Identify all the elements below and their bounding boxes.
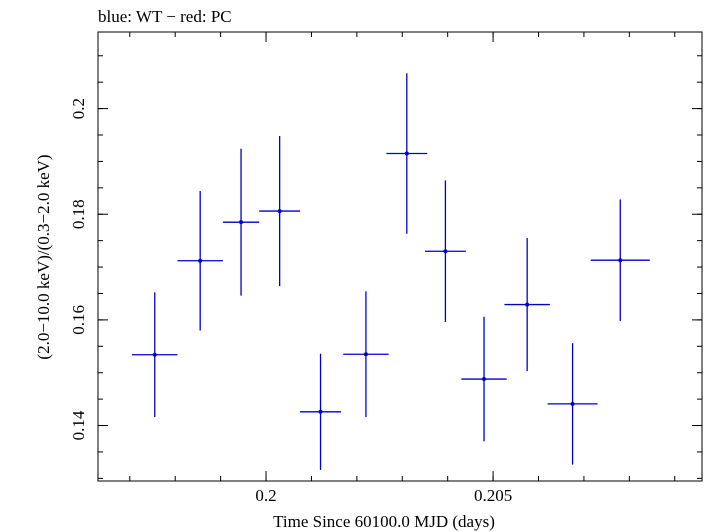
y-axis-label: (2.0−10.0 keV)/(0.3−2.0 keV) <box>34 154 53 359</box>
data-point <box>259 136 301 287</box>
data-marker <box>152 352 157 357</box>
y-axis: 0.14 0.16 0.18 0.2 <box>69 98 702 440</box>
plot-frame <box>97 31 703 482</box>
y-tick-label: 0.14 <box>69 410 88 440</box>
data-marker <box>198 258 203 263</box>
x-minor-ticks <box>129 32 676 481</box>
x-axis: 0.2 0.205 <box>255 32 512 505</box>
data-point <box>590 199 650 321</box>
data-marker <box>570 401 575 406</box>
data-marker <box>363 352 368 357</box>
x-tick-label: 0.205 <box>474 486 512 505</box>
data-point <box>132 292 178 418</box>
data-marker <box>318 409 323 414</box>
data-point <box>177 190 223 331</box>
y-minor-ticks <box>98 55 702 479</box>
data-marker <box>525 302 530 307</box>
data-point <box>547 343 598 465</box>
data-point <box>222 148 260 296</box>
data-marker <box>618 258 623 263</box>
data-point <box>424 180 466 323</box>
y-tick-label: 0.2 <box>69 98 88 119</box>
data-marker <box>404 151 409 156</box>
data-marker <box>277 209 282 214</box>
chart-title: blue: WT − red: PC <box>98 7 232 26</box>
x-tick-label: 0.2 <box>255 486 276 505</box>
data-point <box>461 316 507 442</box>
data-series <box>132 73 650 470</box>
data-marker <box>443 249 448 254</box>
data-point <box>386 73 428 234</box>
data-marker <box>482 377 487 382</box>
data-marker <box>239 220 244 225</box>
y-tick-label: 0.18 <box>69 199 88 229</box>
x-axis-label: Time Since 60100.0 MJD (days) <box>273 512 495 531</box>
y-tick-label: 0.16 <box>69 305 88 335</box>
data-point <box>504 238 550 372</box>
data-point <box>343 291 389 418</box>
data-point <box>300 353 341 470</box>
